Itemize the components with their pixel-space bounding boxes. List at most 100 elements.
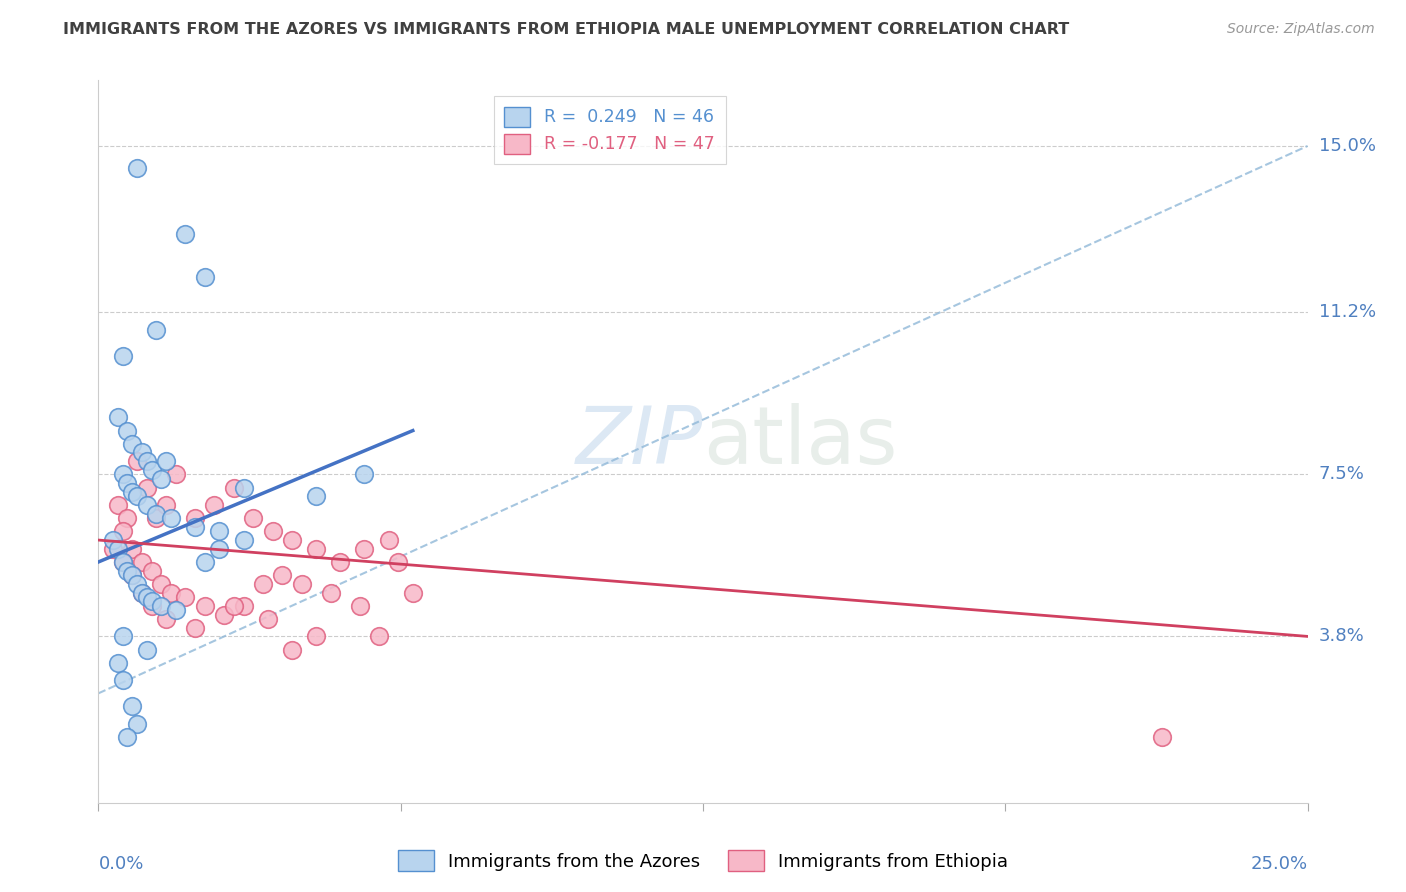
- Point: [121, 568, 143, 582]
- Point: [165, 467, 187, 482]
- Point: [165, 603, 187, 617]
- Text: 11.2%: 11.2%: [1319, 303, 1376, 321]
- Point: [135, 642, 157, 657]
- Point: [184, 511, 207, 525]
- Point: [155, 612, 177, 626]
- Point: [107, 656, 129, 670]
- Point: [256, 612, 278, 626]
- Point: [252, 577, 274, 591]
- Point: [135, 481, 157, 495]
- Point: [111, 349, 134, 363]
- Point: [127, 489, 149, 503]
- Legend: R =  0.249   N = 46, R = -0.177   N = 47: R = 0.249 N = 46, R = -0.177 N = 47: [494, 96, 725, 164]
- Point: [145, 323, 167, 337]
- Point: [127, 577, 149, 591]
- Point: [184, 520, 207, 534]
- Point: [111, 555, 134, 569]
- Point: [150, 599, 173, 613]
- Text: atlas: atlas: [703, 402, 897, 481]
- Point: [150, 577, 173, 591]
- Point: [368, 629, 391, 643]
- Text: 7.5%: 7.5%: [1319, 466, 1365, 483]
- Point: [121, 436, 143, 450]
- Point: [121, 541, 143, 556]
- Point: [387, 555, 409, 569]
- Point: [377, 533, 399, 547]
- Point: [145, 511, 167, 525]
- Point: [232, 599, 254, 613]
- Point: [353, 541, 375, 556]
- Point: [117, 564, 139, 578]
- Point: [212, 607, 235, 622]
- Point: [305, 541, 328, 556]
- Point: [1152, 730, 1174, 744]
- Point: [222, 599, 245, 613]
- Point: [117, 424, 139, 438]
- Point: [160, 585, 183, 599]
- Point: [141, 463, 163, 477]
- Point: [222, 481, 245, 495]
- Point: [131, 585, 153, 599]
- Point: [135, 498, 157, 512]
- Point: [242, 511, 264, 525]
- Y-axis label: Male Unemployment: Male Unemployment: [0, 355, 8, 528]
- Point: [111, 524, 134, 539]
- Text: ZIP: ZIP: [575, 402, 703, 481]
- Point: [232, 533, 254, 547]
- Point: [111, 629, 134, 643]
- Point: [155, 498, 177, 512]
- Point: [117, 511, 139, 525]
- Point: [194, 555, 217, 569]
- Point: [107, 498, 129, 512]
- Point: [174, 590, 197, 604]
- Point: [402, 585, 425, 599]
- Point: [117, 730, 139, 744]
- Point: [204, 498, 226, 512]
- Point: [141, 564, 163, 578]
- Point: [131, 445, 153, 459]
- Point: [232, 481, 254, 495]
- Point: [208, 541, 231, 556]
- Point: [329, 555, 352, 569]
- Point: [121, 568, 143, 582]
- Point: [121, 699, 143, 714]
- Point: [135, 454, 157, 468]
- Point: [127, 454, 149, 468]
- Point: [101, 533, 124, 547]
- Point: [194, 270, 217, 285]
- Point: [150, 472, 173, 486]
- Point: [281, 642, 304, 657]
- Point: [107, 410, 129, 425]
- Point: [290, 577, 312, 591]
- Point: [141, 594, 163, 608]
- Point: [155, 454, 177, 468]
- Point: [271, 568, 294, 582]
- Point: [127, 717, 149, 731]
- Text: 3.8%: 3.8%: [1319, 627, 1364, 646]
- Point: [111, 673, 134, 688]
- Text: IMMIGRANTS FROM THE AZORES VS IMMIGRANTS FROM ETHIOPIA MALE UNEMPLOYMENT CORRELA: IMMIGRANTS FROM THE AZORES VS IMMIGRANTS…: [63, 22, 1070, 37]
- Point: [160, 511, 183, 525]
- Point: [111, 555, 134, 569]
- Point: [145, 507, 167, 521]
- Point: [127, 161, 149, 175]
- Text: Source: ZipAtlas.com: Source: ZipAtlas.com: [1227, 22, 1375, 37]
- Point: [281, 533, 304, 547]
- Point: [131, 555, 153, 569]
- Point: [107, 541, 129, 556]
- Text: 15.0%: 15.0%: [1319, 137, 1375, 155]
- Point: [117, 476, 139, 491]
- Legend: Immigrants from the Azores, Immigrants from Ethiopia: Immigrants from the Azores, Immigrants f…: [391, 843, 1015, 879]
- Point: [305, 489, 328, 503]
- Point: [319, 585, 342, 599]
- Point: [208, 524, 231, 539]
- Point: [135, 590, 157, 604]
- Point: [349, 599, 371, 613]
- Point: [111, 467, 134, 482]
- Point: [121, 484, 143, 499]
- Point: [131, 585, 153, 599]
- Point: [101, 541, 124, 556]
- Point: [141, 599, 163, 613]
- Text: 25.0%: 25.0%: [1250, 855, 1308, 873]
- Point: [353, 467, 375, 482]
